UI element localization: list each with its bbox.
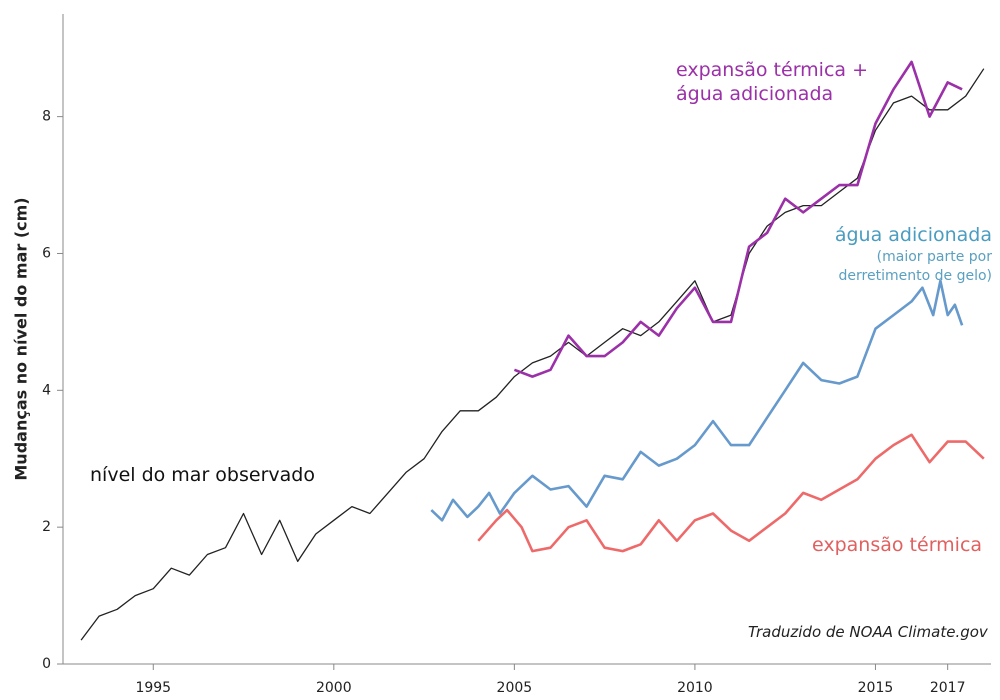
y-tick-label: 2 bbox=[42, 519, 51, 535]
x-tick-label: 2000 bbox=[316, 680, 352, 696]
added-water-note: (maior parte por derretimento de gelo) bbox=[838, 249, 992, 284]
observed-label: nível do mar observado bbox=[90, 464, 315, 486]
x-tick-label: 2010 bbox=[677, 680, 713, 696]
source: Traduzido de NOAA Climate.gov bbox=[748, 623, 988, 641]
x-tick-label: 2017 bbox=[930, 680, 966, 696]
series-line bbox=[430, 279, 964, 522]
series-line bbox=[80, 68, 985, 641]
thermal-label: expansão térmica bbox=[812, 534, 983, 556]
y-tick-label: 6 bbox=[42, 245, 51, 261]
series-line bbox=[477, 433, 985, 553]
series-line bbox=[513, 60, 963, 378]
y-tick-label: 0 bbox=[42, 656, 51, 672]
x-tick-label: 1995 bbox=[135, 680, 171, 696]
x-tick-label: 2005 bbox=[497, 680, 533, 696]
x-tick-label: 2015 bbox=[858, 680, 894, 696]
y-tick-label: 4 bbox=[42, 382, 51, 398]
y-axis-label: Mudanças no nível do mar (cm) bbox=[12, 197, 31, 480]
y-tick-label: 8 bbox=[42, 109, 51, 125]
added-water-label: água adicionada bbox=[834, 224, 992, 246]
combined-label: expansão térmica + água adicionada bbox=[676, 59, 869, 105]
